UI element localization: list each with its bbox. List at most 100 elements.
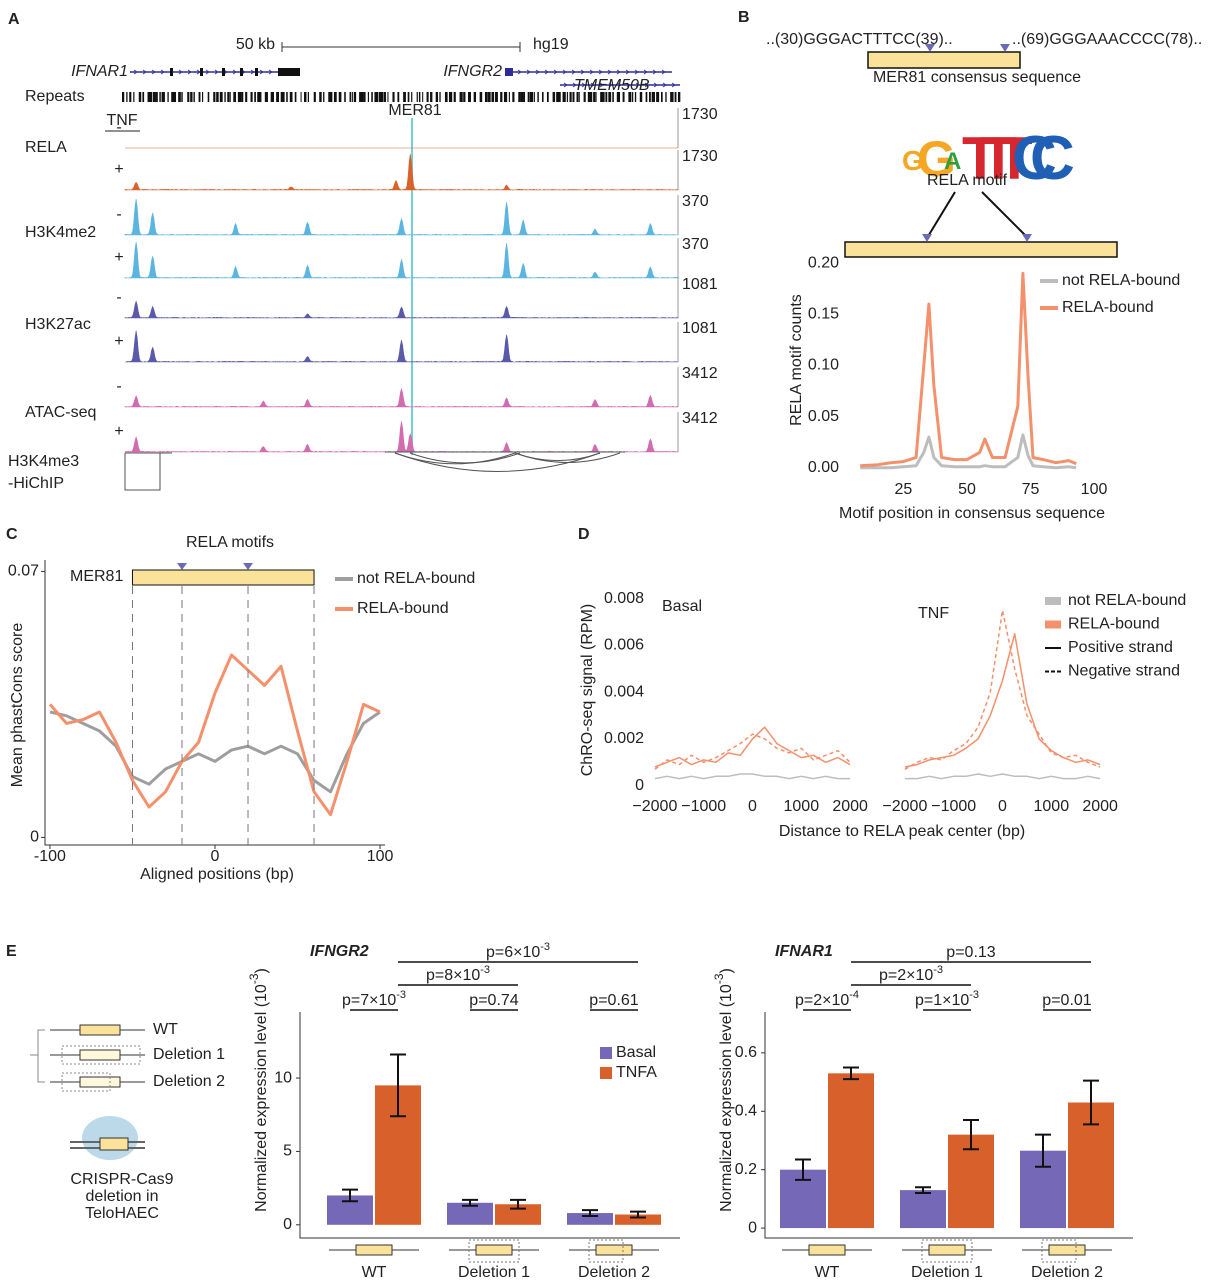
deletion-box	[921, 1239, 973, 1263]
gene-arrow	[205, 69, 210, 75]
error-bar	[843, 1066, 859, 1081]
p-value-exponent: -3	[540, 941, 550, 953]
feature-label: MER81	[70, 568, 123, 585]
repeat	[665, 92, 667, 102]
y-axis-label: Mean phastCons score	[9, 623, 26, 788]
repeat	[439, 92, 441, 102]
repeat	[280, 92, 284, 102]
repeat	[562, 92, 566, 102]
repeat	[193, 92, 195, 102]
hichip-label: -HiChIP	[8, 475, 64, 492]
logo-letter: T	[996, 125, 1033, 192]
consensus-bar	[867, 51, 1021, 69]
panel-label: E	[6, 943, 17, 960]
x-tick-label: −1000	[931, 798, 976, 815]
repeat	[171, 92, 175, 102]
repeat	[371, 92, 373, 102]
track-label: H3K4me2	[25, 224, 96, 241]
repeat	[313, 92, 316, 102]
legend-swatch	[600, 1047, 612, 1059]
track-signal	[124, 198, 679, 236]
construct-box	[808, 1244, 846, 1256]
repeat	[353, 92, 357, 102]
y-axis-label: RELA motif counts	[788, 294, 805, 426]
repeat	[328, 92, 332, 102]
feature-bar	[131, 569, 315, 586]
repeat	[152, 92, 156, 102]
x-tick-label: Deletion 1	[911, 1264, 983, 1280]
repeat	[628, 92, 632, 102]
repeat	[632, 92, 634, 102]
logo-letter: C	[1030, 124, 1075, 193]
repeat	[651, 92, 655, 102]
repeat	[126, 92, 128, 102]
repeat	[381, 92, 384, 102]
gene-arrow	[607, 69, 612, 75]
p-value: p=0.61	[589, 992, 638, 1009]
gene-arrow	[662, 82, 667, 88]
construct-box	[79, 1024, 121, 1036]
error-bar	[582, 1209, 598, 1217]
repeat	[233, 92, 236, 102]
track-signal	[124, 153, 679, 191]
track-scale: 1081	[682, 320, 718, 337]
method-label: deletion in	[86, 1188, 159, 1205]
y-tick-label: 5	[283, 1143, 292, 1160]
repeat	[167, 92, 169, 102]
gene-arrow	[608, 82, 613, 88]
y-axis-label-tail: )	[253, 968, 270, 973]
repeat	[426, 92, 429, 102]
assembly-label: hg19	[533, 36, 569, 53]
repeat	[612, 92, 614, 102]
gene-arrow	[571, 69, 576, 75]
repeat	[349, 92, 351, 102]
motif-pointer	[1000, 44, 1010, 52]
y-tick-label: 0.006	[604, 637, 644, 654]
repeat	[216, 92, 219, 102]
gene-name: IFNGR2	[443, 63, 502, 80]
repeat	[552, 92, 556, 102]
bar	[567, 1213, 613, 1225]
repeat	[422, 92, 424, 102]
gene-arrow	[590, 82, 595, 88]
gene-arrow	[644, 82, 649, 88]
gene-arrow	[635, 82, 640, 88]
gene-arrow	[517, 69, 522, 75]
repeat	[300, 92, 302, 102]
repeat	[333, 92, 337, 102]
y-tick-label: 0.6	[735, 1044, 757, 1061]
repeat	[289, 92, 293, 102]
repeat	[541, 92, 544, 102]
deletion-box	[468, 1239, 520, 1263]
construct-box	[355, 1244, 393, 1256]
y-axis-label-exponent: -3	[247, 973, 261, 984]
legend-swatch	[600, 1067, 612, 1079]
deletion-box	[61, 1072, 111, 1092]
y-tick-label: 0.002	[604, 730, 644, 747]
error-bar	[342, 1188, 358, 1203]
track-signal	[124, 330, 679, 363]
x-axis-label: Motif position in consensus sequence	[839, 505, 1105, 522]
repeat	[558, 92, 561, 102]
gene-arrow	[626, 82, 631, 88]
repeat	[323, 92, 325, 102]
gene-arrow	[653, 82, 658, 88]
repeat	[307, 92, 309, 102]
series-line	[654, 733, 851, 770]
y-tick-label: 0.4	[735, 1102, 757, 1119]
gene-arrow	[598, 69, 603, 75]
logo-letter: G	[902, 145, 924, 176]
p-value-exponent: -3	[480, 964, 490, 976]
x-tick-label: -100	[34, 848, 66, 865]
repeat	[500, 92, 503, 102]
deletion-box	[588, 1239, 624, 1263]
exon	[240, 68, 243, 76]
repeat	[383, 92, 386, 102]
repeat	[674, 92, 677, 102]
schematic-bracket	[30, 1029, 45, 1083]
exon	[222, 68, 225, 76]
p-value: p=6×10-3	[486, 941, 550, 961]
p-value-text: p=8×10	[426, 967, 480, 984]
p-value-text: p=2×10	[879, 967, 933, 984]
track-scale: 1730	[682, 106, 718, 123]
